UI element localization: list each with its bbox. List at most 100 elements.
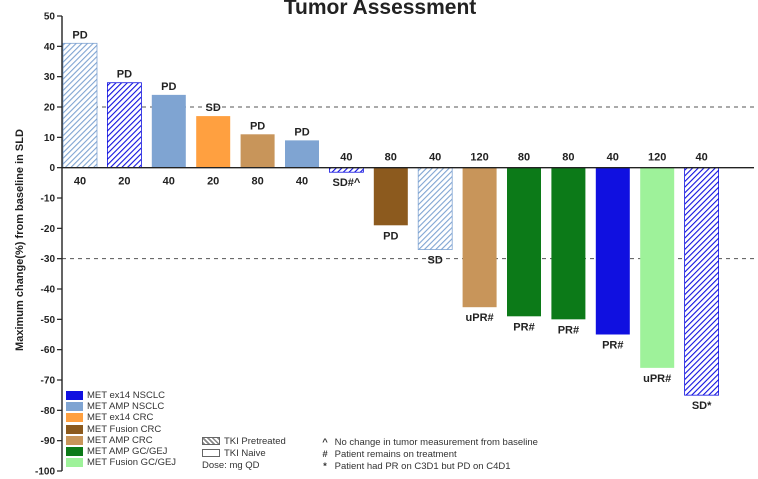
response-label: SD#^ — [332, 177, 360, 189]
legend-label: MET AMP GC/GEJ — [87, 445, 168, 457]
dose-label: 20 — [118, 176, 130, 188]
bar — [507, 167, 541, 317]
dose-label: 40 — [607, 152, 619, 164]
y-tick-label: -80 — [41, 406, 56, 417]
legend-label: MET Fusion GC/GEJ — [87, 457, 177, 469]
group-legend: MET ex14 NSCLC MET AMP NSCLC MET ex14 CRC M… — [66, 390, 176, 468]
y-tick-label: 40 — [44, 42, 56, 53]
response-label: uPR# — [643, 373, 671, 385]
legend-item: MET Fusion GC/GEJ — [66, 457, 176, 468]
tki-legend-item: TKI Pretreated — [202, 436, 286, 448]
y-tick-label: -60 — [41, 345, 56, 356]
y-tick-label: 10 — [44, 133, 56, 144]
bar — [196, 116, 231, 168]
dose-label: 40 — [340, 152, 352, 164]
bar — [640, 167, 675, 368]
footnotes: ^ No change in tumor measurement from ba… — [318, 437, 538, 473]
chart-title: Tumor Assessment — [283, 0, 477, 19]
legend-item: MET Fusion CRC — [66, 424, 176, 435]
bar — [684, 167, 719, 396]
bar — [285, 140, 319, 168]
bars — [62, 42, 719, 396]
response-label: PR# — [602, 340, 623, 352]
y-tick-label: -20 — [41, 224, 56, 235]
tki-legend-item: TKI Naive — [202, 448, 286, 460]
dose-label: 40 — [163, 176, 175, 188]
footnote-text: Patient had PR on C3D1 but PD on C4D1 — [332, 461, 511, 472]
response-label: PD — [117, 69, 132, 81]
bar — [107, 82, 142, 169]
bar — [462, 167, 497, 308]
legend-item: MET ex14 NSCLC — [66, 390, 176, 401]
response-label: PD — [72, 29, 87, 41]
legend-swatch — [66, 424, 83, 434]
tki-legend-label: TKI Pretreated — [224, 436, 286, 447]
legend-swatch — [66, 390, 83, 400]
legend-item: MET AMP GC/GEJ — [66, 446, 176, 457]
footnote-symbol: # — [322, 449, 328, 460]
legend-item: MET ex14 CRC — [66, 412, 176, 423]
legend-swatch — [66, 446, 83, 456]
bar — [240, 134, 275, 168]
legend-label: MET ex14 CRC — [87, 412, 154, 424]
bar — [151, 94, 186, 168]
y-tick-label: -40 — [41, 285, 56, 296]
footnote: ^ No change in tumor measurement from ba… — [318, 437, 538, 449]
legend-item: MET AMP CRC — [66, 435, 176, 446]
response-label: PD — [294, 126, 309, 138]
y-tick-label: 0 — [49, 163, 55, 174]
footnote: # Patient remains on treatment — [318, 449, 538, 461]
y-tick-label: -10 — [41, 194, 56, 205]
legend-swatch — [66, 413, 83, 423]
response-label: SD* — [692, 400, 712, 412]
response-label: PR# — [558, 324, 579, 336]
labels: PD 40 PD 20 PD 40 SD 20 PD 80 PD 40 SD#^ 40 PD 80 SD 40 uP… — [72, 29, 712, 412]
bar — [62, 42, 98, 169]
legend-label: MET AMP CRC — [87, 434, 153, 446]
y-tick-label: -100 — [35, 467, 55, 478]
y-tick-label: -70 — [41, 376, 56, 387]
dose-label: 40 — [429, 152, 441, 164]
response-label: SD — [428, 255, 443, 267]
bar — [595, 167, 630, 335]
tki-swatch — [202, 437, 220, 446]
tki-legend-label: TKI Naive — [224, 448, 266, 459]
legend-swatch — [66, 402, 83, 412]
dose-label: 80 — [562, 152, 574, 164]
dose-label: 120 — [470, 152, 488, 164]
dose-note: Dose: mg QD — [202, 460, 260, 471]
dose-label: 40 — [695, 152, 707, 164]
dose-label: 80 — [385, 152, 397, 164]
bar — [373, 167, 408, 226]
footnote-text: Patient remains on treatment — [332, 449, 457, 460]
tki-legend: TKI Pretreated TKI Naive Dose: mg QD — [202, 436, 286, 472]
dose-label: 120 — [648, 152, 666, 164]
y-tick-label: -90 — [41, 436, 56, 447]
y-axis: 50 40 30 20 10 0 -10 -20 -30 -40 -50 -60 -70 -80 -90 -1… — [35, 12, 754, 478]
y-tick-label: 30 — [44, 72, 56, 83]
dose-label: 40 — [74, 176, 86, 188]
legend-swatch — [66, 435, 83, 445]
bar — [551, 167, 586, 320]
dose-label: 40 — [296, 176, 308, 188]
response-label: PD — [250, 120, 265, 132]
legend-swatch — [66, 458, 83, 468]
legend-label: MET ex14 NSCLC — [87, 390, 165, 401]
legend-label: MET Fusion CRC — [87, 423, 162, 435]
footnote-text: No change in tumor measurement from base… — [332, 437, 538, 448]
response-label: PR# — [513, 321, 534, 333]
y-tick-label: -50 — [41, 315, 56, 326]
dose-label: 80 — [251, 176, 263, 188]
bar — [417, 167, 453, 250]
footnote-symbol: ^ — [322, 437, 328, 448]
dose-label: 20 — [207, 176, 219, 188]
legend-item: MET AMP NSCLC — [66, 401, 176, 412]
y-tick-label: 20 — [44, 103, 56, 114]
dose-label: 80 — [518, 152, 530, 164]
y-tick-label: -30 — [41, 254, 56, 265]
y-tick-label: 50 — [44, 12, 56, 23]
response-label: SD — [206, 102, 221, 114]
tki-swatch — [202, 449, 220, 458]
footnote: * Patient had PR on C3D1 but PD on C4D1 — [318, 461, 538, 473]
